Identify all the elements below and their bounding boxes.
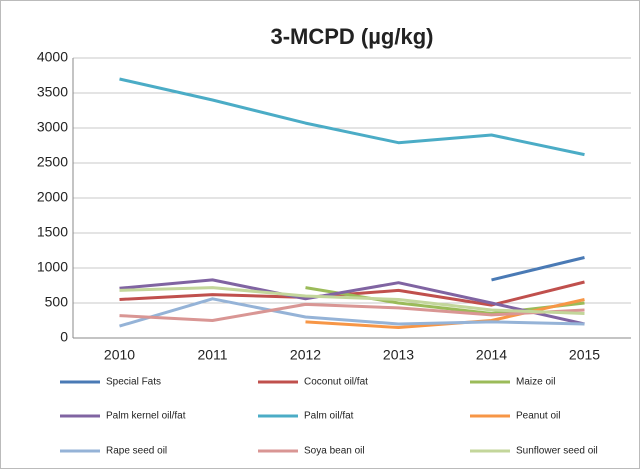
- y-tick-label: 2500: [37, 154, 68, 170]
- x-tick-label: 2014: [476, 347, 507, 363]
- x-tick-label: 2011: [197, 347, 227, 363]
- y-tick-label: 3000: [37, 119, 68, 135]
- chart-title: 3-MCPD (µg/kg): [270, 24, 433, 49]
- legend-label: Palm kernel oil/fat: [106, 411, 186, 422]
- y-tick-label: 4000: [37, 49, 68, 65]
- line-series: [119, 286, 585, 315]
- legend-label: Palm oil/fat: [304, 411, 354, 422]
- x-tick-label: 2012: [290, 347, 321, 363]
- legend-label: Rape seed oil: [106, 446, 167, 457]
- line-series: [491, 256, 585, 282]
- legend-label: Soya bean oil: [304, 446, 365, 457]
- legend-label: Coconut oil/fat: [304, 377, 368, 388]
- y-tick-label: 500: [45, 294, 69, 310]
- line-series: [119, 302, 585, 322]
- line-series: [305, 286, 585, 315]
- y-tick-label: 1500: [37, 224, 68, 240]
- line-series: [119, 297, 585, 328]
- x-tick-label: 2010: [104, 347, 135, 363]
- legend-label: Sunflower seed oil: [516, 446, 598, 457]
- y-tick-label: 2000: [37, 189, 68, 205]
- legend-label: Maize oil: [516, 377, 555, 388]
- x-tick-label: 2015: [569, 347, 600, 363]
- y-tick-label: 0: [60, 329, 68, 345]
- legend-label: Special Fats: [106, 377, 161, 388]
- legend-label: Peanut oil: [516, 411, 560, 422]
- y-tick-label: 1000: [37, 259, 68, 275]
- line-series: [119, 278, 585, 326]
- line-series: [119, 77, 585, 157]
- y-tick-label: 3500: [37, 84, 68, 100]
- x-tick-label: 2013: [383, 347, 414, 363]
